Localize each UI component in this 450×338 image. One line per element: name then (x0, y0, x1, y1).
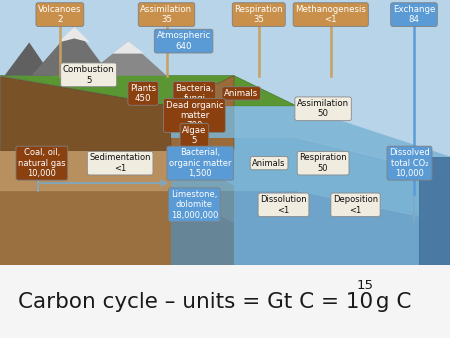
Polygon shape (171, 106, 450, 175)
Text: Bacterial,
organic matter
1,500: Bacterial, organic matter 1,500 (169, 148, 231, 178)
Polygon shape (171, 191, 450, 265)
Polygon shape (0, 150, 234, 223)
Polygon shape (4, 43, 52, 76)
Text: Respiration
35: Respiration 35 (234, 5, 283, 24)
Text: Algae
5: Algae 5 (182, 126, 207, 145)
Text: Carbon cycle – units = Gt C = 10: Carbon cycle – units = Gt C = 10 (18, 292, 373, 312)
Text: Dead organic
matter
700: Dead organic matter 700 (166, 100, 223, 130)
Text: 15: 15 (356, 279, 374, 292)
Polygon shape (171, 138, 450, 223)
Polygon shape (0, 76, 171, 150)
Polygon shape (112, 41, 144, 54)
Text: Sedimentation
<1: Sedimentation <1 (90, 153, 151, 173)
Polygon shape (32, 26, 110, 76)
Polygon shape (58, 26, 90, 43)
Text: Dissolution
<1: Dissolution <1 (260, 195, 307, 215)
Text: Coal, oil,
natural gas
10,000: Coal, oil, natural gas 10,000 (18, 148, 66, 178)
Text: Atmospheric
640: Atmospheric 640 (157, 31, 211, 51)
Text: Exchange
84: Exchange 84 (393, 5, 435, 24)
Text: Combustion
5: Combustion 5 (63, 65, 114, 84)
Polygon shape (86, 41, 166, 76)
Text: Limestone,
dolomite
18,000,000: Limestone, dolomite 18,000,000 (171, 190, 218, 220)
Text: Animals: Animals (224, 89, 258, 98)
Text: g C: g C (369, 292, 411, 312)
Text: Deposition
<1: Deposition <1 (333, 195, 378, 215)
Text: Volcanoes
2: Volcanoes 2 (38, 5, 81, 24)
Text: Plants
450: Plants 450 (130, 84, 156, 103)
Polygon shape (171, 76, 234, 150)
Text: Animals: Animals (252, 159, 286, 168)
Text: Dissolved
total CO₂
10,000: Dissolved total CO₂ 10,000 (389, 148, 430, 178)
Polygon shape (0, 191, 234, 265)
Text: Assimilation
35: Assimilation 35 (140, 5, 193, 24)
Polygon shape (0, 76, 297, 106)
Text: Bacteria,
fungi: Bacteria, fungi (175, 84, 214, 103)
Text: Respiration
50: Respiration 50 (299, 153, 347, 173)
Text: Assimilation
50: Assimilation 50 (297, 99, 349, 119)
Polygon shape (418, 156, 450, 265)
Text: Methanogenesis
<1: Methanogenesis <1 (295, 5, 366, 24)
